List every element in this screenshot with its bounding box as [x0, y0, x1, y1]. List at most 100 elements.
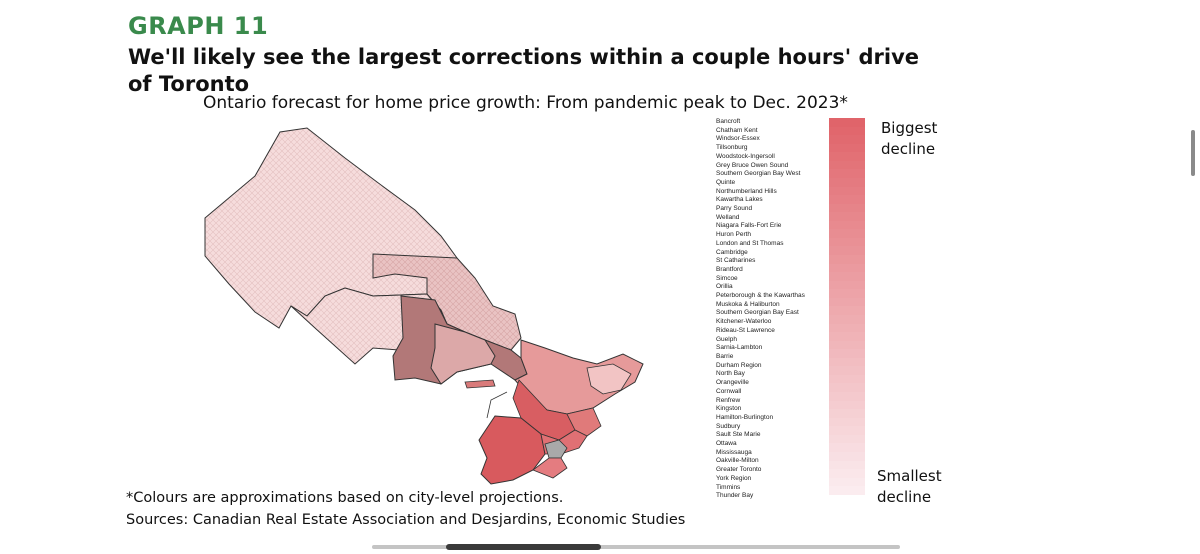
legend-top-label: Biggest decline	[881, 119, 938, 158]
color-scale-band	[829, 195, 865, 204]
region-rank-item: Kingston	[716, 405, 742, 413]
color-scale-band	[829, 477, 865, 487]
color-scale-band	[829, 203, 865, 213]
color-scale-bar	[829, 118, 865, 495]
color-scale-band	[829, 469, 865, 478]
color-scale-band	[829, 289, 865, 298]
region-rank-item: Woodstock-Ingersoll	[716, 152, 775, 160]
region-rank-item: York Region	[716, 474, 752, 482]
color-scale-band	[829, 417, 865, 427]
region-rank-item: Northumberland Hills	[716, 187, 777, 195]
color-scale-band	[829, 306, 865, 315]
shoreline	[486, 391, 508, 419]
color-scale-band	[829, 297, 865, 307]
color-scale-band	[829, 426, 865, 435]
region-rank-item: Sarnia-Lambton	[716, 344, 763, 352]
region-rank-item: Guelph	[716, 335, 737, 343]
region-rank-item: Cornwall	[716, 387, 742, 395]
color-scale-band	[829, 340, 865, 350]
region-rank-item: Muskoka & Haliburton	[716, 300, 780, 308]
color-scale-band	[829, 392, 865, 401]
region-rank-item: Sudbury	[716, 422, 741, 430]
region-rank-item: Rideau-St Lawrence	[716, 326, 775, 334]
region-south-west	[478, 415, 546, 485]
color-scale-band	[829, 126, 865, 136]
region-rank-item: Welland	[716, 213, 740, 221]
color-scale-band	[829, 143, 865, 153]
region-rank-item: Niagara Falls-Fort Erie	[716, 222, 782, 230]
color-scale-band	[829, 357, 865, 367]
region-rank-item: Southern Georgian Bay West	[716, 170, 801, 178]
graph-label: GRAPH 11	[128, 12, 269, 40]
color-scale-band	[829, 383, 865, 392]
region-rank-item: Greater Toronto	[716, 466, 762, 474]
color-scale-band	[829, 443, 865, 452]
color-scale-band	[829, 434, 865, 444]
color-scale-band	[829, 486, 865, 495]
region-rank-item: Kitchener-Waterloo	[716, 318, 772, 326]
region-rank-item: Hamilton-Burlington	[716, 413, 774, 421]
color-scale-band	[829, 272, 865, 281]
region-niagara	[532, 457, 568, 479]
region-rank-item: Barrie	[716, 352, 734, 360]
color-scale-band	[829, 229, 865, 238]
region-rank-item: Peterborough & the Kawarthas	[716, 292, 805, 300]
region-central-mid	[430, 323, 496, 385]
color-scale-band	[829, 332, 865, 341]
region-rank-item: Thunder Bay	[716, 492, 754, 500]
region-rank-item: Brantford	[716, 265, 743, 273]
color-scale-band	[829, 246, 865, 255]
region-rank-item: Southern Georgian Bay East	[716, 309, 799, 317]
color-scale-band	[829, 314, 865, 324]
horizontal-scrollbar-track[interactable]	[372, 545, 900, 549]
color-scale-band	[829, 135, 865, 144]
color-scale-band	[829, 349, 865, 358]
color-scale-band	[829, 366, 865, 375]
color-scale-band	[829, 220, 865, 230]
chart-title: Ontario forecast for home price growth: …	[203, 93, 848, 113]
color-scale-band	[829, 374, 865, 384]
region-rank-item: Cambridge	[716, 248, 748, 256]
color-scale-band	[829, 323, 865, 333]
source-note: Sources: Canadian Real Estate Associatio…	[126, 512, 686, 528]
region-rank-item: Orangeville	[716, 379, 749, 387]
region-rank-item: Sault Ste Marie	[716, 431, 761, 439]
region-rank-item: Timmins	[716, 483, 741, 491]
region-east-light	[586, 363, 632, 395]
region-rank-item: London and St Thomas	[716, 239, 784, 247]
region-rank-item: Oakville-Milton	[716, 457, 759, 465]
region-rank-item: Kawartha Lakes	[716, 196, 763, 204]
color-scale-band	[829, 280, 865, 290]
region-rank-item: Durham Region	[716, 361, 762, 369]
region-rank-item: Quinte	[716, 178, 736, 186]
color-scale-band	[829, 152, 865, 161]
horizontal-scrollbar-thumb[interactable]	[446, 544, 601, 550]
region-kawartha	[566, 407, 602, 437]
color-scale-band	[829, 186, 865, 196]
region-rank-item: Windsor-Essex	[716, 135, 760, 143]
island-manitoulin	[464, 379, 496, 389]
region-rank-item: Bancroft	[716, 118, 741, 125]
color-scale-band	[829, 118, 865, 127]
region-rank-item: Chatham Kent	[716, 126, 758, 134]
headline: We'll likely see the largest corrections…	[128, 45, 920, 96]
region-rank-item: Orillia	[716, 283, 733, 291]
region-rank-item: Parry Sound	[716, 205, 753, 213]
region-east	[514, 339, 644, 415]
color-scale-band	[829, 400, 865, 410]
footnote: *Colours are approximations based on cit…	[126, 490, 564, 506]
region-rank-item: Ottawa	[716, 440, 737, 448]
region-greater-toronto	[544, 439, 568, 459]
region-rank-item: Grey Bruce Owen Sound	[716, 161, 789, 169]
color-scale-band	[829, 160, 865, 170]
region-rank-item: Tillsonburg	[716, 144, 748, 152]
color-scale-band	[829, 237, 865, 247]
region-rank-item: St Catharines	[716, 257, 756, 265]
ontario-map	[204, 127, 644, 485]
vertical-scrollbar[interactable]	[1191, 130, 1195, 176]
region-rank-item: Renfrew	[716, 396, 741, 404]
color-scale-band	[829, 177, 865, 187]
region-rank-item: Huron Perth	[716, 231, 752, 239]
legend-bottom-label: Smallest decline	[877, 467, 942, 506]
color-scale-band	[829, 451, 865, 461]
